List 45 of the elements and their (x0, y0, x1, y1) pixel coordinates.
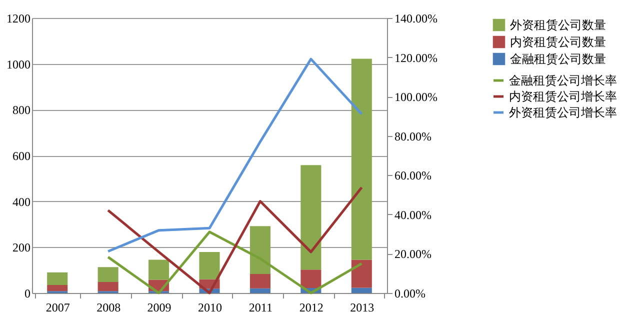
legend-label: 金融租赁公司数量 (510, 52, 606, 66)
x-tick-label: 2008 (96, 300, 121, 314)
legend-label: 外资租赁公司增长率 (509, 106, 617, 120)
y2-tick-label: 40.00% (394, 208, 432, 222)
y-tick-label: 800 (12, 103, 30, 118)
y-tick-label: 400 (12, 194, 30, 209)
bar (300, 165, 322, 270)
line-series (106, 230, 363, 294)
line-series (106, 58, 363, 253)
bar (148, 260, 170, 280)
x-tick-label: 2007 (46, 300, 70, 314)
x-tick-label: 2009 (147, 300, 172, 314)
y-tick-label: 600 (12, 149, 30, 163)
bar (98, 267, 118, 282)
bar (199, 252, 220, 280)
x-tick-label: 2013 (350, 300, 374, 314)
x-tick-label: 2010 (198, 300, 222, 314)
bar (47, 284, 68, 292)
y2-tick-label: 60.00% (394, 168, 432, 183)
legend-label: 金融租赁公司增长率 (509, 74, 617, 88)
bar (351, 288, 372, 293)
bar (351, 260, 372, 288)
y2-tick-label: 80.00% (394, 129, 432, 144)
legend-label: 内资租赁公司数量 (510, 35, 606, 49)
y2-tick-label: 20.00% (394, 247, 432, 262)
y2-tick-label: 140.00% (394, 12, 438, 26)
bar (300, 270, 322, 288)
y2-tick-label: 100.00% (394, 90, 438, 104)
y2-tick-label: 120.00% (394, 50, 438, 65)
y-tick-label: 0 (24, 286, 30, 300)
y-tick-label: 200 (12, 240, 30, 255)
line-series (106, 186, 363, 294)
bar (351, 58, 372, 260)
legend-label: 内资租赁公司增长率 (509, 90, 617, 104)
bar (98, 282, 118, 292)
x-tick-label: 2012 (299, 300, 324, 314)
y-tick-label: 1000 (6, 57, 30, 72)
bar (250, 226, 270, 274)
y2-tick-label: 0.00% (394, 286, 426, 300)
x-tick-label: 2011 (248, 300, 272, 314)
bar (250, 288, 270, 293)
y-tick-label: 1200 (6, 12, 30, 26)
bar (250, 274, 270, 288)
bar (47, 272, 68, 285)
legend-label: 外资租赁公司数量 (510, 18, 606, 32)
